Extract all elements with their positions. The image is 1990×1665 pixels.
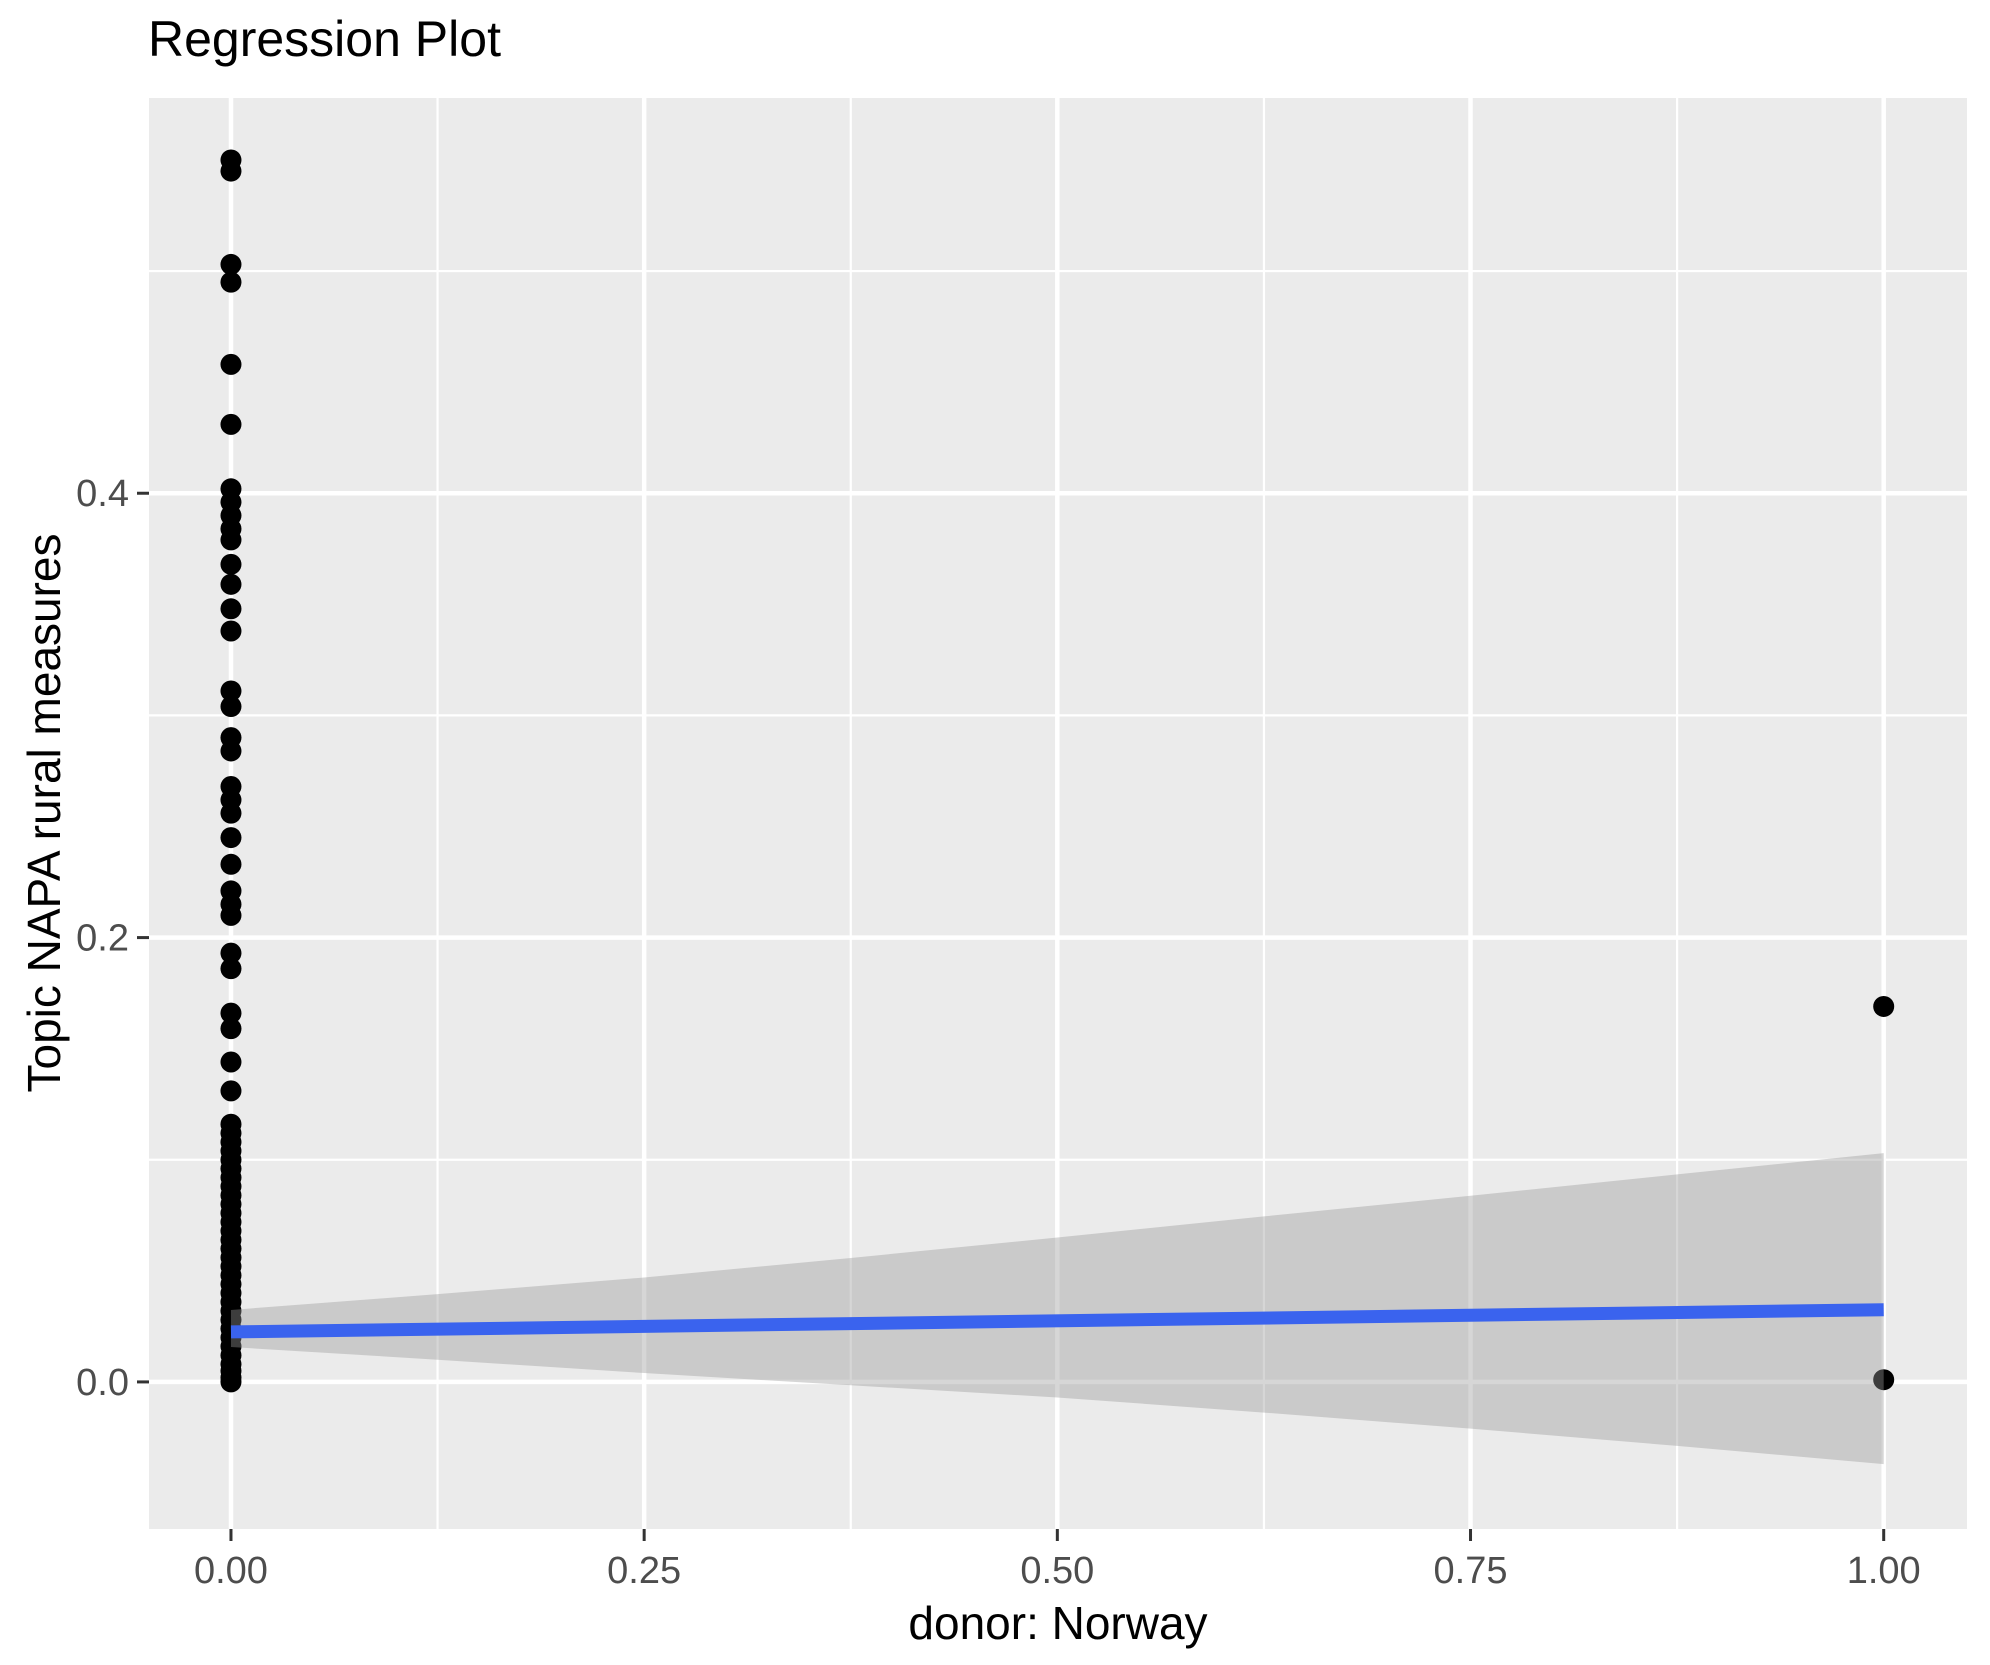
scatter-point: [1873, 1369, 1895, 1391]
scatter-point: [220, 253, 242, 275]
y-tick-label: 0.2: [76, 918, 129, 960]
scatter-point: [220, 620, 242, 642]
scatter-point: [1873, 995, 1895, 1017]
scatter-point: [220, 553, 242, 575]
scatter-point: [220, 573, 242, 595]
scatter-point: [220, 958, 242, 980]
scatter-point: [220, 942, 242, 964]
scatter-point: [220, 413, 242, 435]
scatter-point: [220, 1002, 242, 1024]
scatter-point: [220, 696, 242, 718]
scatter-point: [220, 1018, 242, 1040]
scatter-point: [220, 853, 242, 875]
x-tick-label: 1.00: [1847, 1550, 1921, 1592]
x-tick-label: 0.75: [1434, 1550, 1508, 1592]
scatter-point: [220, 740, 242, 762]
chart-title: Regression Plot: [148, 11, 501, 67]
y-tick-label: 0.0: [76, 1362, 129, 1404]
y-axis-title: Topic NAPA rural measures: [18, 533, 70, 1093]
scatter-point: [220, 271, 242, 293]
scatter-point: [220, 827, 242, 849]
confidence-ribbon: [230, 1153, 1884, 1465]
scatter-point: [220, 529, 242, 551]
scatter-point: [220, 598, 242, 620]
regression-line: [230, 1303, 1884, 1339]
scatter-point: [220, 904, 242, 926]
scatter-point: [220, 802, 242, 824]
scatter-point: [220, 353, 242, 375]
x-tick-label: 0.00: [194, 1550, 268, 1592]
y-tick-label: 0.4: [76, 473, 129, 515]
x-tick-label: 0.50: [1020, 1550, 1094, 1592]
x-tick-label: 0.25: [607, 1550, 681, 1592]
scatter-point: [220, 680, 242, 702]
scatter-point: [220, 1051, 242, 1073]
scatter-point: [220, 160, 242, 182]
scatter-point: [220, 1371, 242, 1393]
scatter-point: [220, 1080, 242, 1102]
x-axis-title: donor: Norway: [908, 1597, 1208, 1649]
